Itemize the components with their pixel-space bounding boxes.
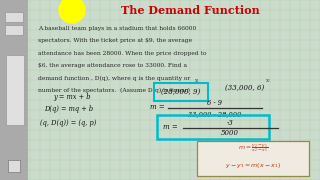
FancyBboxPatch shape: [5, 25, 23, 35]
Text: 33,000 - 28,000: 33,000 - 28,000: [188, 110, 242, 118]
FancyBboxPatch shape: [197, 141, 309, 176]
Text: attendance has been 28000. When the price dropped to: attendance has been 28000. When the pric…: [38, 51, 206, 55]
Circle shape: [59, 0, 85, 23]
Text: 5000: 5000: [221, 129, 239, 137]
FancyBboxPatch shape: [6, 55, 24, 125]
Text: demand function , D(q), where q is the quantity or: demand function , D(q), where q is the q…: [38, 75, 190, 81]
Text: x₁: x₁: [195, 78, 199, 82]
Text: -3: -3: [227, 119, 233, 127]
FancyBboxPatch shape: [8, 160, 20, 172]
Text: (q, D(q)) = (q, p): (q, D(q)) = (q, p): [40, 119, 96, 127]
Text: $6, the average attendance rose to 33000. Find a: $6, the average attendance rose to 33000…: [38, 63, 187, 68]
Text: 6 - 9: 6 - 9: [207, 99, 222, 107]
Text: (28,000, 9): (28,000, 9): [161, 88, 201, 96]
Text: m =: m =: [150, 103, 165, 111]
Text: number of the spectators.  (Assume D(q) is linear): number of the spectators. (Assume D(q) i…: [38, 88, 190, 93]
Text: A baseball team plays in a stadium that holds 66000: A baseball team plays in a stadium that …: [38, 26, 196, 30]
Text: The Demand Function: The Demand Function: [121, 4, 260, 15]
Text: $y - y_1 = m(x - x_1)$: $y - y_1 = m(x - x_1)$: [225, 161, 281, 170]
Text: x₂: x₂: [266, 78, 270, 82]
Text: D(q) = mq + b: D(q) = mq + b: [44, 105, 93, 113]
FancyBboxPatch shape: [5, 12, 23, 22]
Text: spectators. With the ticket price at $9, the average: spectators. With the ticket price at $9,…: [38, 38, 192, 43]
Text: $m = \frac{y_2 - y_1}{x_2 - x_1}$: $m = \frac{y_2 - y_1}{x_2 - x_1}$: [238, 143, 268, 155]
FancyBboxPatch shape: [0, 0, 28, 180]
Text: (33,000, 6): (33,000, 6): [225, 84, 265, 92]
Text: m =: m =: [163, 123, 178, 131]
Text: y = mx + b: y = mx + b: [53, 93, 91, 101]
